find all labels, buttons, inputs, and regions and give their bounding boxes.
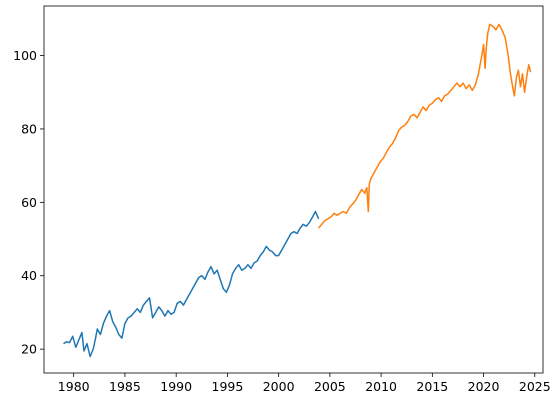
x-tick-label: 1990 (160, 379, 192, 394)
x-tick-label: 2015 (416, 379, 448, 394)
x-tick-label: 2010 (365, 379, 397, 394)
x-tick-label: 1995 (212, 379, 244, 394)
x-tick-label: 2020 (468, 379, 500, 394)
x-tick-label: 1980 (58, 379, 90, 394)
y-tick-label: 80 (21, 121, 37, 136)
series-layer (63, 23, 532, 358)
series-line-1 (63, 210, 320, 358)
x-tick-label: 2005 (314, 379, 346, 394)
tick-layer: 1980 1985 1990 1995 2000 2005 2010 2015 2020 2025… (13, 48, 551, 394)
x-tick-label: 2025 (519, 379, 551, 394)
y-tick-label: 100 (13, 48, 37, 63)
plot-frame (43, 5, 544, 374)
series-line-2 (318, 23, 532, 229)
y-tick-label: 60 (21, 195, 37, 210)
y-tick-label: 20 (21, 342, 37, 357)
x-tick-label: 1985 (109, 379, 141, 394)
x-tick-label: 2000 (263, 379, 295, 394)
y-tick-label: 40 (21, 268, 37, 283)
